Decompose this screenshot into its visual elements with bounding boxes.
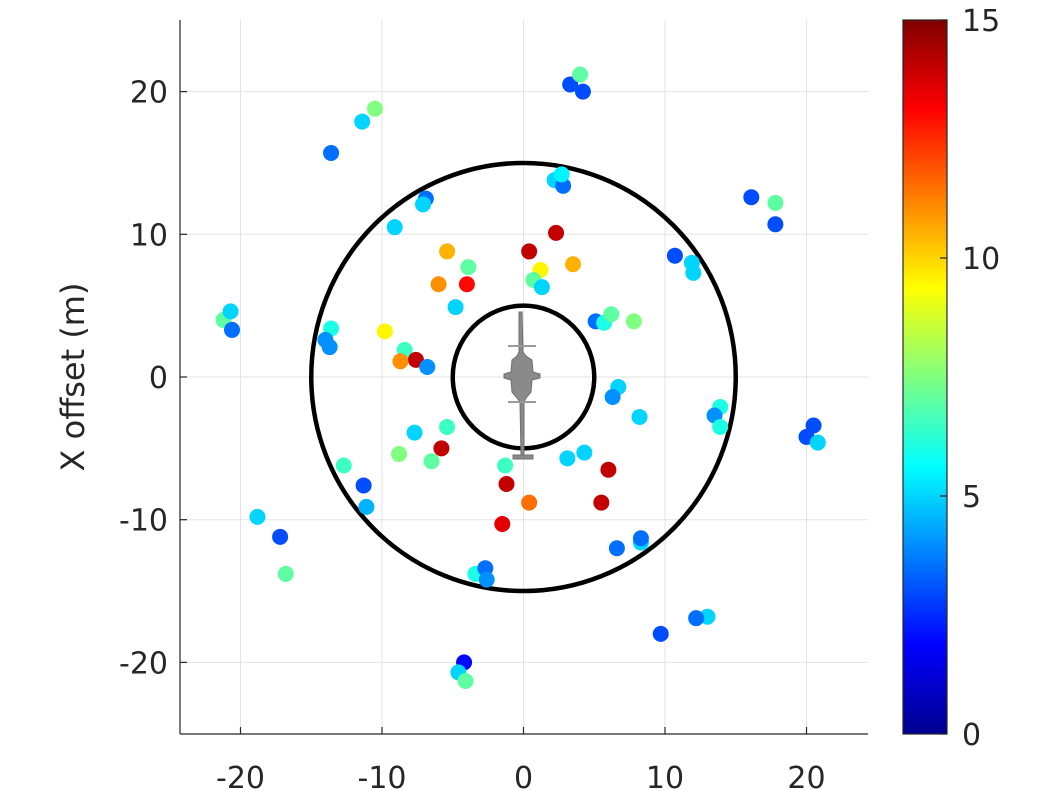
data-point <box>423 453 440 470</box>
colorbar-tick-label: 10 <box>962 242 1000 277</box>
data-point <box>321 339 338 356</box>
data-point <box>548 224 565 241</box>
y-tick-label: 10 <box>130 218 168 253</box>
data-point <box>521 243 538 260</box>
x-tick-label: 0 <box>514 761 533 790</box>
data-point <box>439 243 456 260</box>
colorbar-tick-label: 15 <box>962 4 1000 39</box>
data-point <box>712 418 729 435</box>
data-point <box>553 166 570 183</box>
data-point <box>415 196 432 213</box>
data-point <box>354 113 371 130</box>
data-point <box>406 424 423 441</box>
colorbar-tick-label: 0 <box>962 718 981 753</box>
axes <box>179 20 868 735</box>
data-point <box>494 515 511 532</box>
data-point <box>458 276 475 293</box>
data-point <box>521 494 538 511</box>
colorbar: 0 5 10 15 <box>902 4 1000 753</box>
data-point <box>688 610 705 627</box>
x-tick-label: -10 <box>358 761 407 790</box>
data-point <box>498 476 515 493</box>
data-point <box>439 418 456 435</box>
colorbar-gradient <box>902 19 948 735</box>
y-tick-label: 20 <box>130 76 168 111</box>
data-point <box>430 276 447 293</box>
data-point <box>593 494 610 511</box>
data-point <box>565 256 582 273</box>
data-point <box>497 457 514 474</box>
data-point <box>632 530 649 547</box>
y-axis-label: X offset (m) <box>54 283 92 472</box>
data-point <box>685 264 702 281</box>
data-point <box>277 565 294 582</box>
data-point <box>392 353 409 370</box>
data-point <box>572 66 589 83</box>
y-tick-label: -20 <box>119 646 168 681</box>
data-point <box>652 625 669 642</box>
data-point <box>376 323 393 340</box>
data-point <box>767 194 784 211</box>
x-tick-label: -20 <box>216 761 265 790</box>
data-point <box>600 461 617 478</box>
reference-circle <box>309 160 738 594</box>
x-tick-label: 10 <box>646 761 684 790</box>
data-point <box>222 303 239 320</box>
colorbar-tick-label: 5 <box>962 480 981 515</box>
data-point <box>631 408 648 425</box>
data-points <box>215 66 826 689</box>
data-point <box>805 417 822 434</box>
data-point <box>335 457 352 474</box>
data-point <box>478 571 495 588</box>
data-point <box>355 477 372 494</box>
data-point <box>249 508 266 525</box>
data-point <box>559 450 576 467</box>
x-tick-label: 20 <box>787 761 825 790</box>
data-point <box>809 434 826 451</box>
y-tick-label: -10 <box>119 504 168 539</box>
data-point <box>272 528 289 545</box>
tick-labels: -20 -10 0 10 20 -20 -10 0 10 20 <box>119 76 826 790</box>
data-point <box>433 440 450 457</box>
data-point <box>419 359 436 376</box>
data-point <box>767 216 784 233</box>
data-point <box>562 76 579 93</box>
data-point <box>366 100 383 117</box>
data-point <box>625 313 642 330</box>
helicopter-icon <box>503 311 541 460</box>
data-point <box>743 189 760 206</box>
y-tick-label: 0 <box>149 361 168 396</box>
data-point <box>604 388 621 405</box>
data-point <box>603 306 620 323</box>
data-point <box>447 299 464 316</box>
data-point <box>608 540 625 557</box>
data-point <box>224 321 241 338</box>
data-point <box>574 83 591 100</box>
data-point <box>460 259 477 276</box>
data-point <box>323 144 340 161</box>
data-point <box>386 219 403 236</box>
data-point <box>358 498 375 515</box>
data-point <box>666 247 683 264</box>
data-point <box>576 444 593 461</box>
data-point <box>390 446 407 463</box>
data-point <box>457 672 474 689</box>
data-point <box>533 279 550 296</box>
